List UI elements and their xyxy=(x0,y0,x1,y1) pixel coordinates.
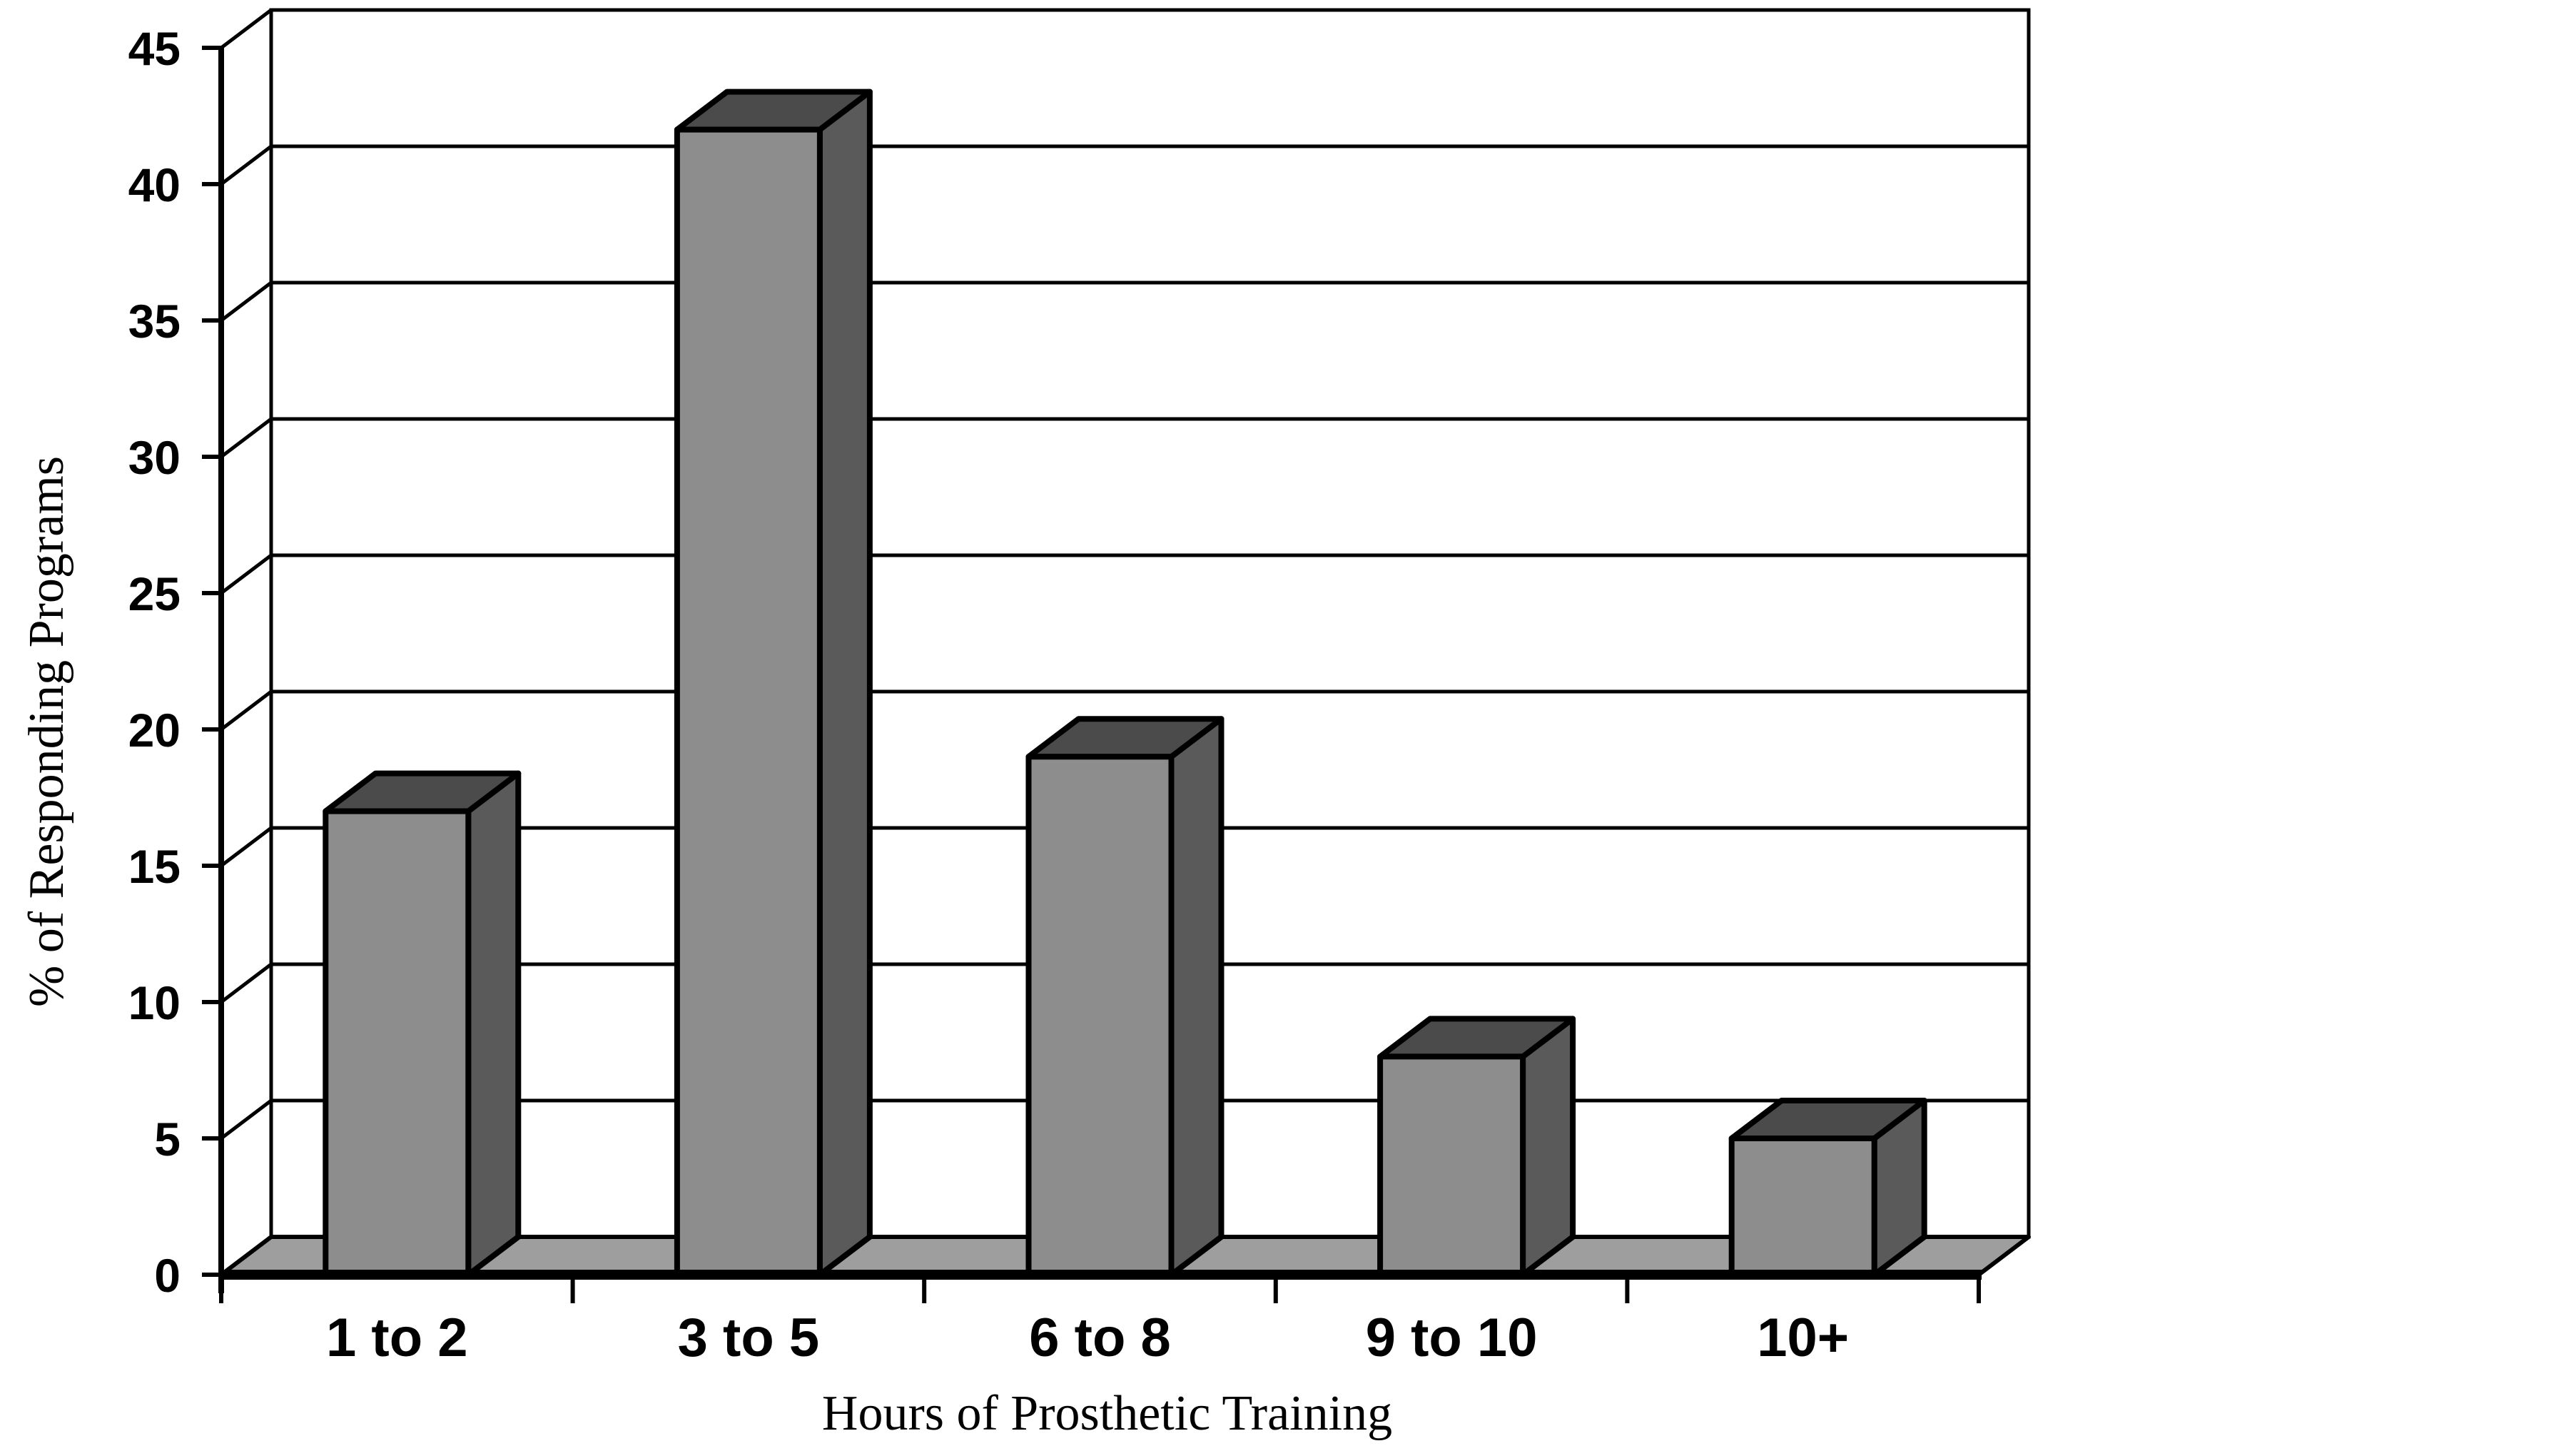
gridline-25 xyxy=(220,553,2029,595)
gridline-30 xyxy=(220,417,2029,458)
bar-front-face-1 xyxy=(323,808,472,1278)
gridline-15 xyxy=(220,826,2029,867)
gridline-35 xyxy=(220,280,2029,322)
x-category-label-3: 6 to 8 xyxy=(1029,1308,1171,1368)
y-tick-label-5: 5 xyxy=(154,1113,181,1166)
bar-group-5 xyxy=(1728,1098,1927,1278)
y-tick-label-45: 45 xyxy=(128,22,181,75)
x-category-label-2: 3 to 5 xyxy=(678,1308,820,1368)
bar-front-face-3 xyxy=(1025,754,1175,1278)
gridline-10 xyxy=(220,962,2029,1003)
y-tick-label-40: 40 xyxy=(128,158,181,211)
bar-side-face-2 xyxy=(816,89,873,1278)
y-tick-label-25: 25 xyxy=(128,567,181,620)
bar-front-face-4 xyxy=(1377,1053,1526,1278)
bar-group-4 xyxy=(1377,1016,1576,1278)
y-tick-label-0: 0 xyxy=(154,1249,181,1302)
bar-front-face-5 xyxy=(1728,1136,1877,1278)
x-axis-title: Hours of Prosthetic Training xyxy=(822,1386,1392,1441)
bar-group-1 xyxy=(323,770,522,1278)
bar-side-face-4 xyxy=(1520,1016,1576,1278)
x-category-label-5: 10+ xyxy=(1757,1308,1849,1368)
y-tick-label-15: 15 xyxy=(128,840,181,893)
y-axis-title: % of Responding Programs xyxy=(19,456,74,1007)
bar-front-face-2 xyxy=(674,126,823,1278)
y-tick-label-10: 10 xyxy=(128,976,181,1029)
bar-group-3 xyxy=(1025,716,1224,1278)
y-tick-label-20: 20 xyxy=(128,704,181,757)
y-tick-label-30: 30 xyxy=(128,431,181,484)
gridline-20 xyxy=(220,689,2029,731)
gridline-40 xyxy=(220,144,2029,186)
bar-side-face-3 xyxy=(1168,716,1224,1278)
bar-group-2 xyxy=(674,89,873,1278)
x-category-label-1: 1 to 2 xyxy=(326,1308,468,1368)
y-tick-label-35: 35 xyxy=(128,295,181,348)
bar-side-face-1 xyxy=(465,770,522,1278)
gridline-45 xyxy=(220,8,2029,49)
x-category-label-4: 9 to 10 xyxy=(1366,1308,1538,1368)
